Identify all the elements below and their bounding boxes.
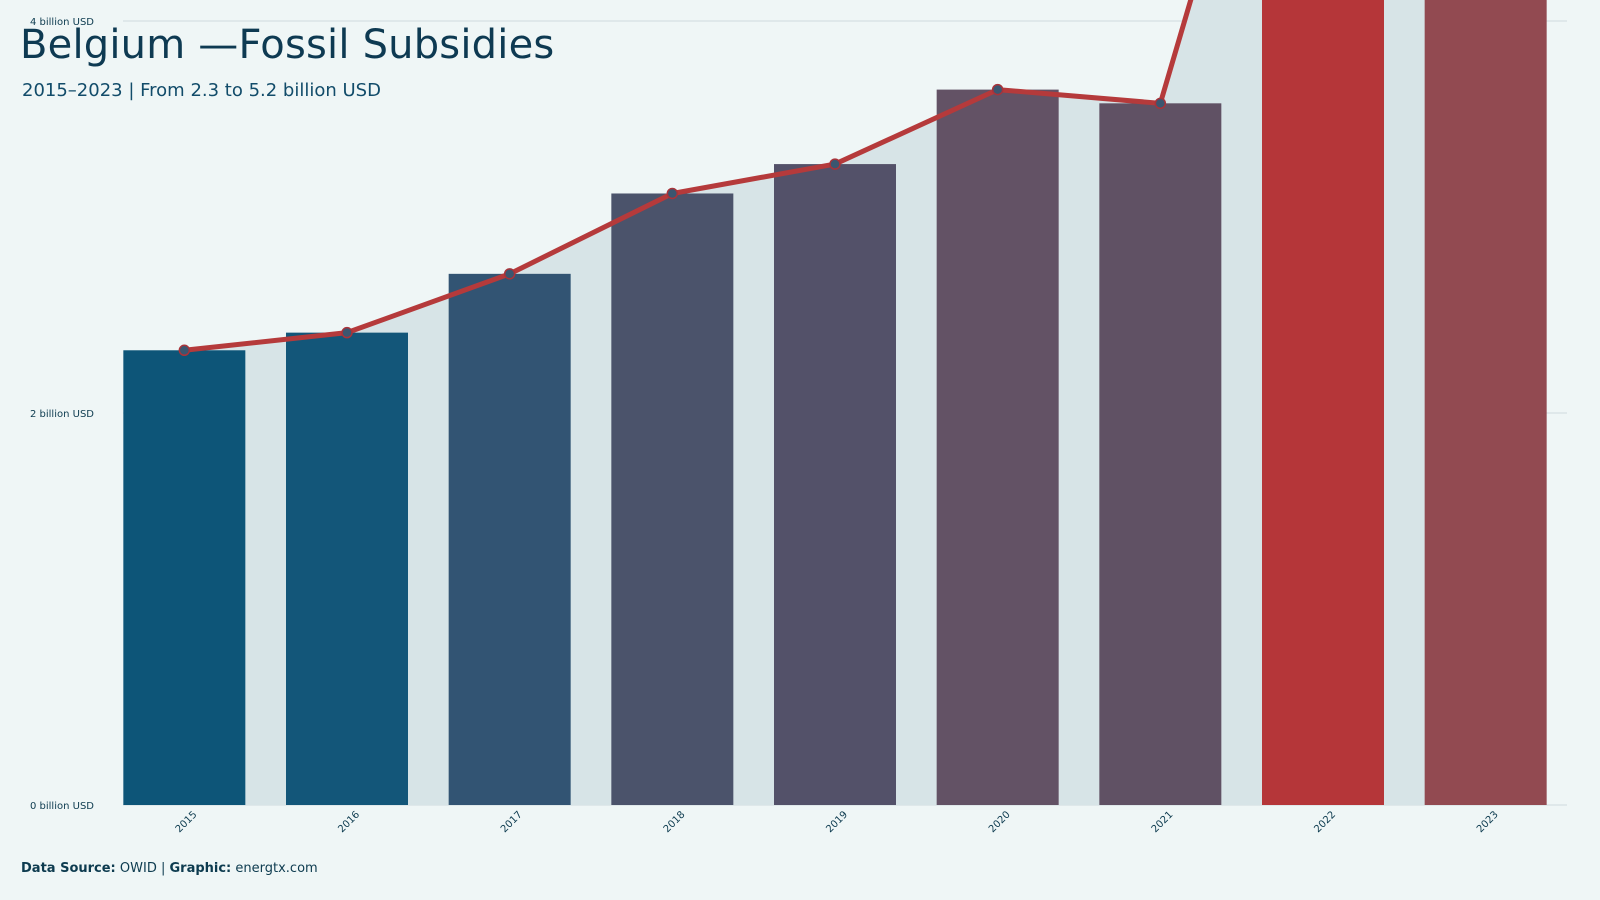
point-2016 <box>341 326 353 339</box>
x-tick-label: 2018 <box>662 809 688 835</box>
bar-layer <box>123 0 1547 806</box>
bar-2015 <box>123 350 246 805</box>
bar-2020 <box>936 89 1059 806</box>
source-label: Data Source: <box>21 861 116 876</box>
graphic-value: energtx.com <box>231 861 318 876</box>
chart-title: Belgium —Fossil Subsidies <box>20 22 555 68</box>
x-tick-label: 2022 <box>1312 809 1338 835</box>
x-tick-label: 2015 <box>174 809 200 835</box>
chart-footer: Data Source: OWID | Graphic: energtx.com <box>21 861 318 876</box>
x-tick-label: 2017 <box>499 809 525 835</box>
x-tick-label: 2023 <box>1475 809 1501 835</box>
y-tick-label: 2 billion USD <box>30 409 94 420</box>
y-tick-label: 0 billion USD <box>30 801 94 812</box>
bar-2023 <box>1424 0 1547 806</box>
point-2021 <box>1154 97 1167 110</box>
x-tick-label: 2021 <box>1150 809 1176 835</box>
point-2019 <box>829 158 841 170</box>
point-layer <box>178 83 1167 357</box>
point-2017 <box>503 268 516 280</box>
graphic-label: Graphic: <box>169 861 232 876</box>
y-tick-label: 4 billion USD <box>30 17 94 28</box>
bar-2017 <box>448 273 571 806</box>
bar-2018 <box>611 193 734 806</box>
x-axis-ticks: 2015 2016 2017 2018 2019 2020 2021 2022 2023 <box>174 809 1501 835</box>
bar-2019 <box>774 164 896 805</box>
bar-2021 <box>1099 103 1222 805</box>
point-2020 <box>991 83 1004 96</box>
x-tick-label: 2016 <box>336 809 362 835</box>
point-2015 <box>178 344 191 357</box>
point-2018 <box>666 187 679 200</box>
bar-2022 <box>1262 0 1384 806</box>
bar-2016 <box>286 332 408 805</box>
x-tick-label: 2019 <box>824 809 850 835</box>
x-tick-label: 2020 <box>987 809 1013 835</box>
chart-subtitle: 2015–2023 | From 2.3 to 5.2 billion USD <box>22 80 381 101</box>
source-value: OWID | <box>115 861 170 876</box>
